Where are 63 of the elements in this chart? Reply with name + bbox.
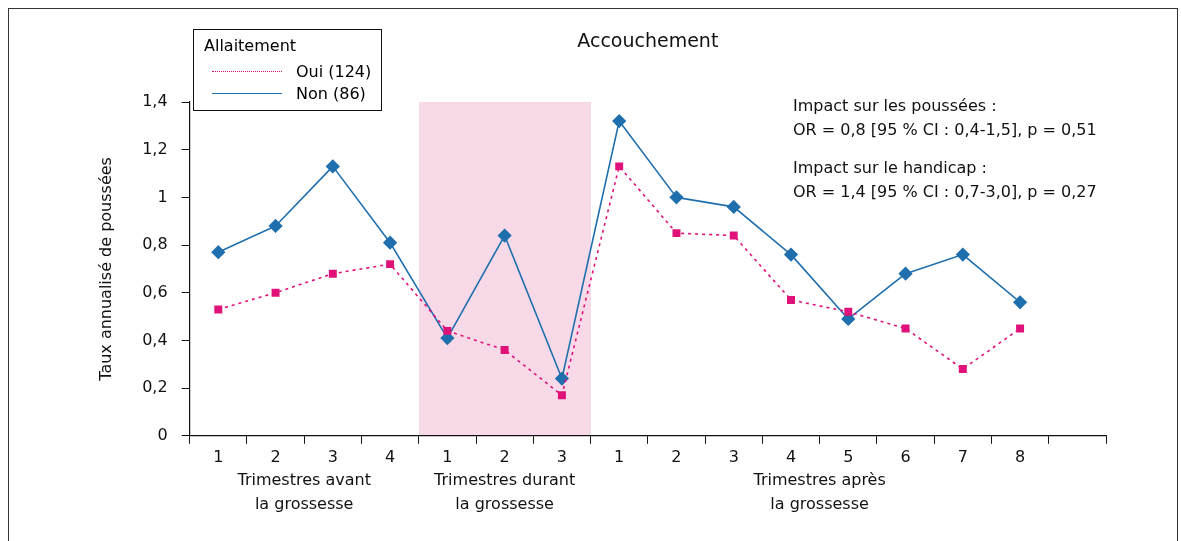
point [383, 235, 397, 250]
point [612, 114, 626, 128]
x-tick-label: 1 [442, 446, 453, 466]
annotation: OR = 0,8 [95 % CI : 0,4-1,5], p = 0,51 [793, 119, 1097, 141]
point [787, 295, 795, 304]
x-tick-label: 4 [385, 446, 396, 466]
legend-label: Non (86) [296, 83, 366, 103]
x-tick-label: 2 [270, 446, 281, 466]
point [901, 324, 910, 333]
point [497, 228, 512, 243]
point [844, 307, 853, 316]
point [211, 245, 226, 260]
point [386, 260, 395, 269]
y-axis-title: Taux annualisé de poussées [95, 157, 115, 382]
point [1013, 295, 1027, 310]
point [726, 200, 741, 214]
point [557, 391, 566, 400]
x-tick-label: 3 [556, 446, 568, 466]
y-tick-label: 0,6 [142, 281, 168, 301]
x-tick-label: 2 [671, 446, 682, 466]
x-tick-label: 6 [900, 446, 911, 466]
annotation: Impact sur les poussées : [793, 95, 997, 117]
point [1016, 324, 1025, 333]
point [784, 247, 798, 262]
point [956, 247, 970, 262]
text: Trimestres durant la grossesse [434, 468, 576, 515]
x-tick-label: 1 [614, 446, 625, 466]
point [326, 159, 340, 174]
legend-title: Allaitement [204, 36, 298, 57]
x-tick-label: 1 [213, 446, 224, 466]
point [268, 219, 283, 233]
x-tick-label: 3 [327, 446, 338, 466]
point [328, 269, 337, 278]
point [214, 305, 223, 314]
point [958, 365, 967, 374]
chart-title: Accouchement [577, 28, 719, 52]
point [615, 162, 624, 171]
y-tick-label: 0,2 [142, 377, 168, 397]
point [898, 266, 913, 281]
legend-label: Oui (124) [296, 61, 372, 81]
point [271, 288, 280, 297]
text: Trimestres avant la grossesse [237, 468, 371, 515]
x-tick-label: 2 [499, 446, 510, 466]
point [729, 231, 738, 240]
y-tick-label: 0 [157, 424, 168, 444]
annotation: Impact sur le handicap : [793, 157, 987, 179]
point [672, 229, 681, 238]
annotation: OR = 1,4 [95 % CI : 0,7-3,0], p = 0,27 [793, 181, 1097, 203]
x-tick-label: 7 [957, 446, 968, 466]
text: Trimestres après la grossesse [753, 468, 886, 515]
y-tick-label: 0,4 [142, 329, 168, 349]
point [669, 190, 684, 205]
x-tick-label: 3 [728, 446, 739, 466]
x-tick-label: 5 [843, 446, 854, 466]
x-tick-label: 8 [1015, 446, 1026, 466]
y-tick-label: 0,8 [142, 234, 168, 254]
point [555, 371, 569, 386]
y-tick-label: 1 [157, 186, 168, 206]
y-tick-label: 1,4 [142, 91, 168, 111]
point [443, 326, 452, 335]
x-tick-label: 4 [785, 446, 797, 466]
y-tick-label: 1,2 [142, 138, 168, 158]
point [500, 345, 509, 354]
